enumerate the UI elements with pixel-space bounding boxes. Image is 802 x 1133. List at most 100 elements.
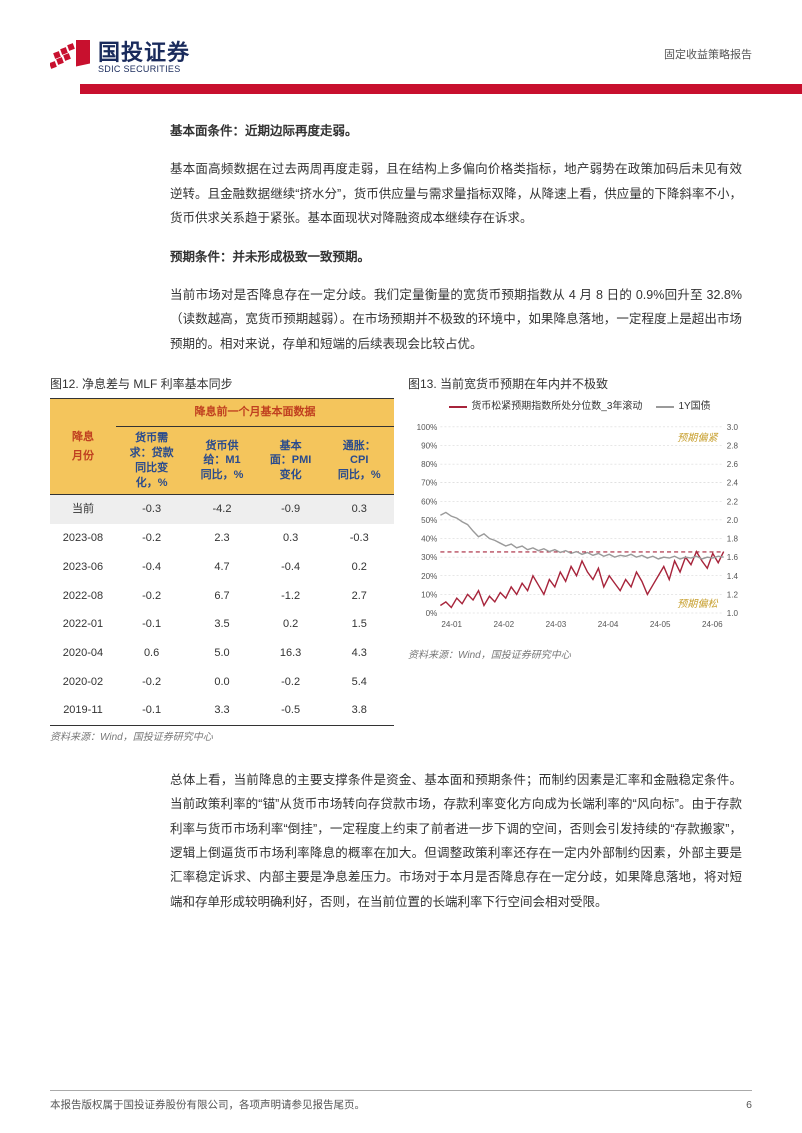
fig12-title: 图12. 净息差与 MLF 利率基本同步 (50, 374, 394, 394)
svg-text:20%: 20% (421, 572, 437, 581)
svg-text:1.0: 1.0 (727, 609, 739, 618)
header-red-bar (80, 84, 802, 94)
para-3: 预期条件：并未形成极致一致预期。 (170, 245, 742, 269)
svg-text:80%: 80% (421, 460, 437, 469)
fig12-col4: 通胀： CPI 同比，% (324, 427, 394, 495)
logo-text-en: SDIC SECURITIES (98, 65, 190, 75)
fig12-col0: 降息 月份 (50, 399, 116, 495)
table-cell: 2022-08 (50, 582, 116, 611)
para-2: 基本面高频数据在过去两周再度走弱，且在结构上多偏向价格类指标，地产弱势在政策加码… (170, 157, 742, 230)
table-cell: 4.3 (324, 639, 394, 668)
figure-13: 图13. 当前宽货币预期在年内并不极致 货币松紧预期指数所处分位数_3年滚动 1… (408, 374, 752, 746)
page-footer: 本报告版权属于国投证券股份有限公司，各项声明请参见报告尾页。 6 (50, 1090, 752, 1115)
fig12-source: 资料来源：Wind，国投证券研究中心 (50, 729, 394, 746)
fig13-chart: 货币松紧预期指数所处分位数_3年滚动 1Y国债 0%10%20%30%40%50… (408, 398, 752, 643)
footer-page-number: 6 (746, 1097, 752, 1115)
svg-text:1.6: 1.6 (727, 554, 739, 563)
table-cell: 3.5 (187, 610, 257, 639)
fig13-source: 资料来源：Wind，国投证券研究中心 (408, 647, 752, 664)
svg-text:24-05: 24-05 (650, 621, 671, 630)
table-cell: 2023-08 (50, 524, 116, 553)
table-row: 2023-08-0.22.30.3-0.3 (50, 524, 394, 553)
svg-text:1.4: 1.4 (727, 572, 739, 581)
fig12-col3: 基本 面：PMI 变化 (257, 427, 325, 495)
logo-text-cn: 国投证券 (98, 41, 190, 65)
table-row: 2020-040.65.016.34.3 (50, 639, 394, 668)
table-cell: -0.9 (257, 495, 325, 524)
table-row: 2022-01-0.13.50.21.5 (50, 610, 394, 639)
table-cell: 2020-04 (50, 639, 116, 668)
table-row: 2020-02-0.20.0-0.25.4 (50, 668, 394, 697)
svg-text:30%: 30% (421, 554, 437, 563)
fig13-title: 图13. 当前宽货币预期在年内并不极致 (408, 374, 752, 394)
table-cell: 2020-02 (50, 668, 116, 697)
fig12-super-header: 降息前一个月基本面数据 (116, 399, 394, 427)
svg-text:2.2: 2.2 (727, 498, 739, 507)
table-cell: 2022-01 (50, 610, 116, 639)
svg-text:1.2: 1.2 (727, 591, 739, 600)
svg-text:10%: 10% (421, 591, 437, 600)
page-header: 国投证券 SDIC SECURITIES 固定收益策略报告 (50, 40, 752, 76)
body-block-1: 基本面条件：近期边际再度走弱。 基本面高频数据在过去两周再度走弱，且在结构上多偏… (170, 119, 742, 356)
logo: 国投证券 SDIC SECURITIES (50, 40, 190, 76)
footer-left: 本报告版权属于国投证券股份有限公司，各项声明请参见报告尾页。 (50, 1097, 365, 1115)
table-cell: 0.2 (257, 610, 325, 639)
fig12-col2: 货币供 给：M1 同比，% (187, 427, 257, 495)
doc-type: 固定收益策略报告 (664, 46, 752, 65)
figure-row: 图12. 净息差与 MLF 利率基本同步 降息 月份降息前一个月基本面数据 货币… (50, 374, 752, 746)
table-cell: -1.2 (257, 582, 325, 611)
para-5: 总体上看，当前降息的主要支撑条件是资金、基本面和预期条件；而制约因素是汇率和金融… (170, 768, 742, 914)
para-1: 基本面条件：近期边际再度走弱。 (170, 119, 742, 143)
table-cell: -4.2 (187, 495, 257, 524)
table-cell: -0.2 (257, 668, 325, 697)
table-cell: -0.2 (116, 582, 187, 611)
svg-text:24-01: 24-01 (441, 621, 462, 630)
table-cell: -0.1 (116, 610, 187, 639)
body-block-2: 总体上看，当前降息的主要支撑条件是资金、基本面和预期条件；而制约因素是汇率和金融… (170, 768, 742, 914)
table-cell: 16.3 (257, 639, 325, 668)
svg-text:70%: 70% (421, 479, 437, 488)
svg-text:100%: 100% (417, 423, 438, 432)
table-cell: 2023-06 (50, 553, 116, 582)
table-row: 当前-0.3-4.2-0.90.3 (50, 495, 394, 524)
table-cell: 4.7 (187, 553, 257, 582)
table-cell: 0.3 (324, 495, 394, 524)
table-cell: 1.5 (324, 610, 394, 639)
table-cell: 当前 (50, 495, 116, 524)
table-row: 2019-11-0.13.3-0.53.8 (50, 696, 394, 725)
table-cell: 5.4 (324, 668, 394, 697)
table-cell: -0.3 (324, 524, 394, 553)
figure-12: 图12. 净息差与 MLF 利率基本同步 降息 月份降息前一个月基本面数据 货币… (50, 374, 394, 746)
svg-text:1.8: 1.8 (727, 535, 739, 544)
svg-text:24-02: 24-02 (493, 621, 514, 630)
fig13-legend-a: 货币松紧预期指数所处分位数_3年滚动 (471, 398, 642, 415)
fig13-legend-b: 1Y国债 (678, 398, 710, 415)
logo-icon (50, 40, 92, 76)
svg-text:预期偏松: 预期偏松 (677, 598, 718, 610)
svg-text:90%: 90% (421, 442, 437, 451)
svg-text:2.8: 2.8 (727, 442, 739, 451)
table-cell: 0.0 (187, 668, 257, 697)
table-cell: -0.4 (257, 553, 325, 582)
table-cell: -0.1 (116, 696, 187, 725)
svg-text:24-03: 24-03 (546, 621, 567, 630)
fig12-table: 降息 月份降息前一个月基本面数据 货币需 求：贷款 同比变 化，% 货币供 给：… (50, 398, 394, 726)
table-cell: 2.7 (324, 582, 394, 611)
svg-text:40%: 40% (421, 535, 437, 544)
svg-text:60%: 60% (421, 498, 437, 507)
para-4: 当前市场对是否降息存在一定分歧。我们定量衡量的宽货币预期指数从 4 月 8 日的… (170, 283, 742, 356)
svg-text:2.0: 2.0 (727, 516, 739, 525)
table-cell: 0.2 (324, 553, 394, 582)
table-cell: -0.5 (257, 696, 325, 725)
table-cell: -0.4 (116, 553, 187, 582)
fig12-col1: 货币需 求：贷款 同比变 化，% (116, 427, 187, 495)
table-cell: 3.8 (324, 696, 394, 725)
svg-text:2.4: 2.4 (727, 479, 739, 488)
svg-text:24-04: 24-04 (598, 621, 619, 630)
table-cell: 0.6 (116, 639, 187, 668)
table-cell: -0.3 (116, 495, 187, 524)
svg-text:2.6: 2.6 (727, 460, 739, 469)
fig13-svg: 0%10%20%30%40%50%60%70%80%90%100%1.01.21… (408, 417, 752, 637)
table-cell: -0.2 (116, 524, 187, 553)
table-cell: 0.3 (257, 524, 325, 553)
